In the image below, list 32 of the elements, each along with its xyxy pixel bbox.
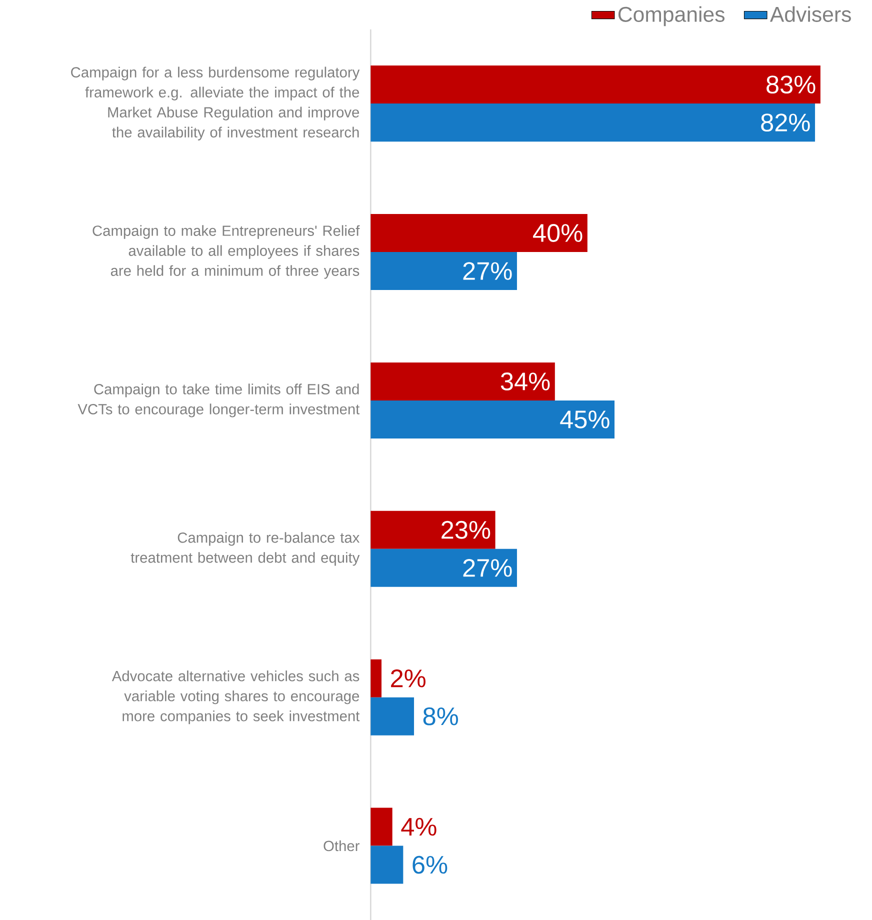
data-label: 34% (500, 372, 550, 390)
data-label: 27% (463, 262, 512, 280)
bar (370, 548, 517, 587)
y-tick-label: Campaign to take time limits off EIS and VCTs to encourage longer-term investment (78, 384, 360, 418)
bar (370, 846, 404, 884)
legend-label: Advisers (770, 6, 851, 22)
bar (370, 400, 615, 438)
data-label: 83% (766, 76, 816, 94)
data-label: 27% (463, 558, 512, 577)
y-tick-label: Campaign for a less burdensome regulatory framework e.g. alleviate the impact of the Market Abuse Regulation and improve the availability of investment research (71, 66, 360, 140)
y-tick-label: Campaign to re-balance tax treatment between debt and equity (130, 532, 360, 566)
bar (370, 214, 588, 252)
data-label: 4% (401, 818, 436, 836)
data-label: 23% (442, 520, 490, 539)
data-label: 2% (391, 669, 426, 688)
y-tick-label: Other (324, 840, 360, 852)
bar (370, 510, 496, 549)
data-label: 45% (560, 410, 610, 428)
bar (370, 362, 555, 400)
bar (370, 808, 392, 846)
bar (370, 252, 517, 290)
bar (370, 697, 414, 736)
data-label: 6% (412, 856, 448, 874)
data-label: 40% (533, 224, 582, 242)
data-label: 82% (761, 114, 810, 132)
legend-label: Companies (618, 6, 724, 26)
data-label: 8% (423, 707, 458, 726)
bar (370, 659, 382, 698)
bar (370, 66, 820, 104)
y-tick-label: Advocate alternative vehicles such as variable voting shares to encourage more companies to seek investment (112, 670, 360, 724)
bar (370, 104, 816, 142)
y-tick-label: Campaign to make Entrepreneurs' Relief available to all employees if shares are held for a minimum of three years (92, 225, 360, 279)
